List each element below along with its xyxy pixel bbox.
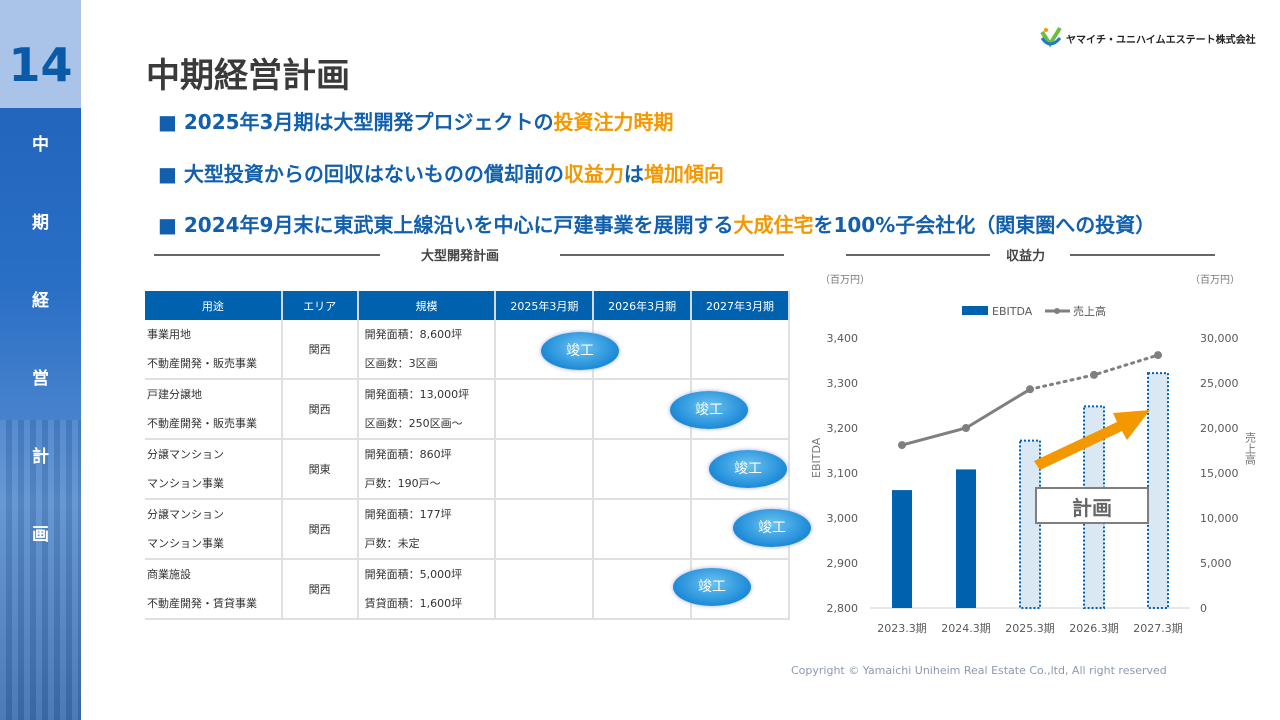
category-label: 2025.3期: [1005, 622, 1055, 635]
company-name: ヤマイチ・ユニハイムエステート株式会社: [1066, 34, 1256, 46]
column-header: エリア: [281, 291, 359, 320]
category-label: 2027.3期: [1133, 622, 1183, 635]
completion-milestone: 竣工: [541, 332, 619, 370]
right-tick-label: 0: [1200, 602, 1207, 615]
growth-arrow-icon: [1034, 410, 1150, 470]
sidebar-char: 営: [32, 369, 49, 389]
use-cell: 戸建分譲地 不動産開発・販売事業: [145, 379, 283, 440]
category-label: 2026.3期: [1069, 622, 1119, 635]
column-header: 規模: [357, 291, 497, 320]
ebitda-bar: [1019, 439, 1041, 609]
ebitda-bar: [956, 469, 976, 608]
left-tick-label: 3,000: [827, 512, 859, 525]
divider: [560, 254, 784, 256]
table-row: 戸建分譲地 不動産開発・販売事業 関西 開発面積：13,000坪 区画数：250区画…: [145, 379, 790, 440]
use-cell: 事業用地 不動産開発・販売事業: [145, 320, 283, 380]
right-axis-unit: （百万円）: [1190, 274, 1240, 286]
sidebar: 14 中 期 経 営 計 画: [0, 0, 81, 720]
plan-label-box: [1035, 487, 1149, 524]
right-tick-label: 20,000: [1200, 422, 1239, 435]
right-axis-title: 売上高: [1244, 432, 1257, 466]
legend-marker-sales: [1054, 308, 1060, 314]
scale-cell: 開発面積：8,600坪 区画数：3区画: [357, 320, 497, 380]
bullet-1: ■ 2025年3月期は大型開発プロジェクトの投資注力時期: [158, 110, 674, 134]
column-header: 用途: [145, 291, 283, 320]
use-cell: 分譲マンション マンション事業: [145, 439, 283, 500]
completion-milestone: 竣工: [733, 509, 811, 547]
bullet-2: ■ 大型投資からの回収はないものの償却前の収益力は増加傾向: [158, 162, 724, 186]
ebitda-bar: [892, 490, 912, 608]
column-header: 2026年3月期: [593, 291, 693, 320]
left-tick-label: 2,800: [827, 602, 859, 615]
sales-point: [1154, 351, 1162, 360]
sales-line-actual: [901, 388, 1031, 447]
bullet-3: ■ 2024年9月末に東武東上線沿いを中心に戸建事業を展開する大成住宅を100%…: [158, 213, 1156, 237]
plan-label: 計画: [1072, 496, 1112, 520]
company-logo: ヤマイチ・ユニハイムエステート株式会社: [1040, 26, 1256, 50]
legend-swatch-ebitda: [962, 306, 988, 315]
right-tick-label: 15,000: [1200, 467, 1239, 480]
sales-point: [962, 424, 970, 432]
use-cell: 分譲マンション マンション事業: [145, 499, 283, 560]
logo-mark-icon: [1040, 26, 1062, 48]
right-tick-label: 10,000: [1200, 512, 1239, 525]
area-cell: 関西: [281, 499, 359, 560]
scale-cell: 開発面積：13,000坪 区画数：250区画～: [357, 379, 497, 440]
column-header: 2025年3月期: [495, 291, 595, 320]
slide-number: 14: [0, 0, 81, 108]
left-tick-label: 3,200: [827, 422, 859, 435]
section-title-profitability: 収益力: [1006, 249, 1046, 264]
scale-cell: 開発面積：5,000坪 賃貸面積：1,600坪: [357, 559, 497, 620]
scale-cell: 開発面積：860坪 戸数：190戸～: [357, 439, 497, 500]
ebitda-bar: [1147, 372, 1169, 609]
legend-label-sales: 売上高: [1073, 304, 1106, 318]
divider: [846, 254, 990, 256]
right-tick-label: 25,000: [1200, 377, 1239, 390]
category-label: 2024.3期: [941, 622, 991, 635]
left-axis-unit: （百万円）: [820, 274, 870, 286]
sales-point: [1090, 370, 1098, 379]
copyright: Copyright © Yamaichi Uniheim Real Estate…: [791, 664, 1167, 677]
table-row: 分譲マンション マンション事業 関西 開発面積：177坪 戸数：未定: [145, 499, 790, 560]
right-tick-label: 30,000: [1200, 332, 1239, 345]
left-tick-label: 2,900: [827, 557, 859, 570]
completion-milestone: 竣工: [709, 450, 787, 488]
sidebar-char: 計: [32, 447, 49, 467]
area-cell: 関西: [281, 379, 359, 440]
legend-label-ebitda: EBITDA: [992, 305, 1033, 318]
sidebar-char: 期: [32, 213, 49, 233]
section-title-development: 大型開発計画: [421, 249, 500, 264]
divider: [154, 254, 380, 256]
column-header: 2027年3月期: [691, 291, 790, 320]
divider: [1070, 254, 1215, 256]
completion-milestone: 竣工: [670, 391, 748, 429]
completion-milestone: 竣工: [673, 568, 751, 606]
left-tick-label: 3,400: [827, 332, 859, 345]
sales-point: [898, 441, 906, 450]
area-cell: 関西: [281, 320, 359, 380]
left-tick-label: 3,100: [827, 467, 859, 480]
use-cell: 商業施設 不動産開発・賃貸事業: [145, 559, 283, 620]
sidebar-char: 中: [32, 135, 49, 155]
sidebar-char: 画: [32, 525, 49, 545]
area-cell: 関西: [281, 559, 359, 620]
right-tick-label: 5,000: [1200, 557, 1232, 570]
category-label: 2023.3期: [877, 622, 927, 635]
development-plan-table: 用途 エリア 規模 2025年3月期 2026年3月期 2027年3月期 事業用地 不動産開…: [145, 291, 790, 620]
left-tick-label: 3,300: [827, 377, 859, 390]
table-row: 分譲マンション マンション事業 関東 開発面積：860坪 戸数：190戸～: [145, 439, 790, 500]
area-cell: 関東: [281, 439, 359, 500]
sales-point: [1026, 385, 1034, 394]
sidebar-char: 経: [32, 291, 49, 311]
scale-cell: 開発面積：177坪 戸数：未定: [357, 499, 497, 560]
page-title: 中期経営計画: [146, 56, 350, 96]
left-axis-title: EBITDA: [810, 437, 823, 478]
